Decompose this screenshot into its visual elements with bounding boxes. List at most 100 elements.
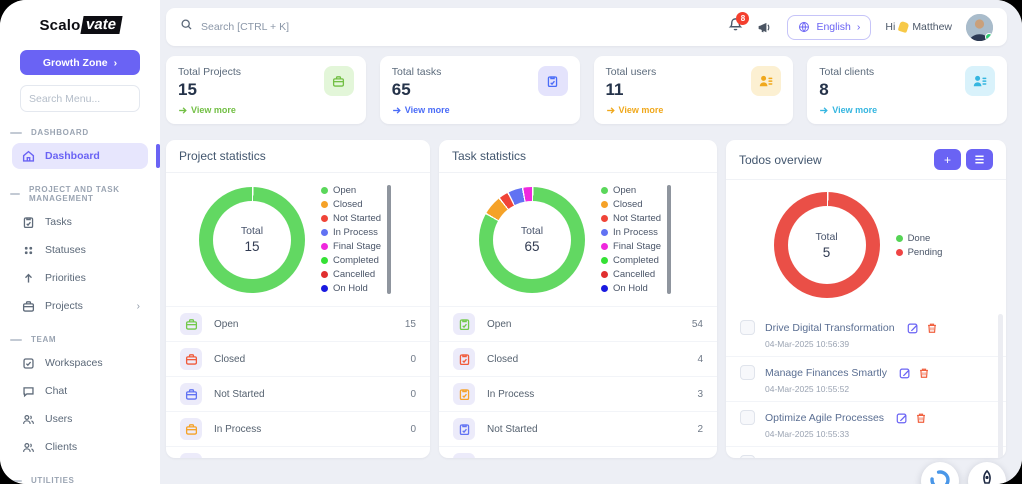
todo-checkbox[interactable] xyxy=(740,320,755,335)
briefcase-icon xyxy=(185,318,198,331)
legend-item-done[interactable]: Done xyxy=(895,233,943,244)
legend-item-completed[interactable]: Completed xyxy=(600,255,661,266)
legend-item-in-process[interactable]: In Process xyxy=(320,227,381,238)
legend-item-open[interactable]: Open xyxy=(320,185,381,196)
status-count: 0 xyxy=(410,388,416,400)
add-todo-button[interactable]: + xyxy=(934,149,961,170)
view-more-link[interactable]: View more xyxy=(819,105,995,115)
todo-scrollbar[interactable] xyxy=(998,314,1003,458)
legend-scrollbar[interactable] xyxy=(387,185,392,294)
trash-icon[interactable] xyxy=(926,322,938,334)
legend-item-cancelled[interactable]: Cancelled xyxy=(320,269,381,280)
sidebar-item-users[interactable]: Users xyxy=(12,406,148,432)
legend-item-pending[interactable]: Pending xyxy=(895,247,942,258)
legend-item-not-started[interactable]: Not Started xyxy=(600,213,661,224)
briefcase-icon xyxy=(185,458,198,459)
sidebar-item-clients[interactable]: Clients xyxy=(12,434,148,460)
announcements-button[interactable] xyxy=(757,20,773,35)
clipboard-icon xyxy=(458,458,471,459)
status-icon-chip xyxy=(180,313,202,335)
legend-item-final-stage[interactable]: Final Stage xyxy=(600,241,661,252)
legend-scrollbar[interactable] xyxy=(667,185,672,294)
status-count: 0 xyxy=(410,353,416,365)
sidebar-item-dashboard[interactable]: Dashboard xyxy=(12,143,160,169)
arrow-right-icon xyxy=(819,106,829,115)
status-count: 54 xyxy=(691,318,703,330)
view-more-link[interactable]: View more xyxy=(178,105,354,115)
briefcase-icon xyxy=(332,75,345,88)
legend-item-on-hold[interactable]: On Hold xyxy=(320,283,381,294)
sidebar-item-projects[interactable]: Projects › xyxy=(12,293,148,319)
trash-icon[interactable] xyxy=(950,457,962,459)
project-statistics-card: Project statistics Total 15 Open Closed Not S… xyxy=(166,140,430,458)
edit-icon[interactable] xyxy=(896,412,908,424)
todo-list-view-button[interactable] xyxy=(966,149,993,170)
legend-label: Open xyxy=(332,185,357,196)
legend-item-closed[interactable]: Closed xyxy=(320,199,381,210)
sidebar-item-label: Users xyxy=(45,413,73,425)
checkbox-icon xyxy=(22,357,35,370)
sidebar-item-chat[interactable]: Chat xyxy=(12,378,148,404)
edit-icon[interactable] xyxy=(899,367,911,379)
status-row-closed: Closed 0 xyxy=(166,341,430,376)
todo-item: Improve Cybersecurity Measures04-Mar-202… xyxy=(726,447,1006,458)
legend-dot xyxy=(895,248,903,256)
donut-zone: Total 15 Open Closed Not Started In Process Fi… xyxy=(166,173,430,306)
legend-item-final-stage[interactable]: Final Stage xyxy=(320,241,381,252)
legend-label: Open xyxy=(612,185,637,196)
clipboard-icon xyxy=(458,388,471,401)
donut-center: Total 5 xyxy=(787,206,866,284)
card-title: Task statistics xyxy=(452,149,527,163)
charts-row: Project statistics Total 15 Open Closed Not S… xyxy=(166,140,1007,484)
status-label: Open xyxy=(487,318,512,330)
legend-item-cancelled[interactable]: Cancelled xyxy=(600,269,661,280)
todo-item: Drive Digital Transformation 04-Mar-2025 … xyxy=(726,312,1006,357)
chat-widget-button[interactable] xyxy=(921,462,959,484)
stat-icon-box xyxy=(965,66,995,96)
sidebar-item-tasks[interactable]: Tasks xyxy=(12,209,148,235)
global-search-input[interactable] xyxy=(201,21,461,33)
todo-actions xyxy=(907,322,938,334)
clipboard-icon xyxy=(458,353,471,366)
todo-checkbox[interactable] xyxy=(740,365,755,380)
edit-icon[interactable] xyxy=(931,457,943,459)
assistant-widget-button[interactable] xyxy=(968,462,1006,484)
todo-actions xyxy=(896,412,927,424)
legend-item-open[interactable]: Open xyxy=(600,185,661,196)
trash-icon[interactable] xyxy=(915,412,927,424)
section-label: PROJECT AND TASK MANAGEMENT xyxy=(28,185,120,203)
legend-item-completed[interactable]: Completed xyxy=(320,255,381,266)
legend-item-closed[interactable]: Closed xyxy=(600,199,661,210)
legend-label: Not Started xyxy=(332,213,382,224)
stat-title: Total clients xyxy=(819,66,875,78)
sidebar-item-workspaces[interactable]: Workspaces xyxy=(12,350,148,376)
donut-total-label: Total xyxy=(520,225,544,237)
sidebar-item-priorities[interactable]: Priorities xyxy=(12,265,148,291)
todo-item: Manage Finances Smartly 04-Mar-2025 10:55… xyxy=(726,357,1006,402)
card-header: Project statistics xyxy=(166,140,430,173)
stat-value: 8 xyxy=(819,80,829,99)
todo-checkbox[interactable] xyxy=(740,410,755,425)
sidebar-section: UTILITIESLeads Management› xyxy=(0,476,160,484)
donut-chart: Total 65 xyxy=(478,186,585,293)
legend-item-in-process[interactable]: In Process xyxy=(600,227,661,238)
legend-item-not-started[interactable]: Not Started xyxy=(320,213,382,224)
chat-icon xyxy=(22,385,35,398)
view-more-link[interactable]: View more xyxy=(606,105,782,115)
edit-icon[interactable] xyxy=(907,322,919,334)
sidebar-item-statuses[interactable]: Statuses xyxy=(12,237,148,263)
trash-icon[interactable] xyxy=(918,367,930,379)
notifications-button[interactable]: 8 xyxy=(728,12,750,37)
todo-checkbox[interactable] xyxy=(740,455,755,458)
view-more-link[interactable]: View more xyxy=(392,105,568,115)
legend-item-on-hold[interactable]: On Hold xyxy=(600,283,661,294)
language-selector[interactable]: English › xyxy=(787,14,872,40)
todo-item-main: Manage Finances Smartly xyxy=(740,365,992,380)
avatar[interactable] xyxy=(966,13,993,41)
todo-title: Drive Digital Transformation xyxy=(765,321,895,334)
sidebar-search-input[interactable] xyxy=(20,85,140,112)
workspace-switcher-button[interactable]: Growth Zone › xyxy=(20,50,140,75)
sidebar-item-label: Projects xyxy=(45,300,83,312)
logo-text-left: Scalo xyxy=(39,16,81,34)
